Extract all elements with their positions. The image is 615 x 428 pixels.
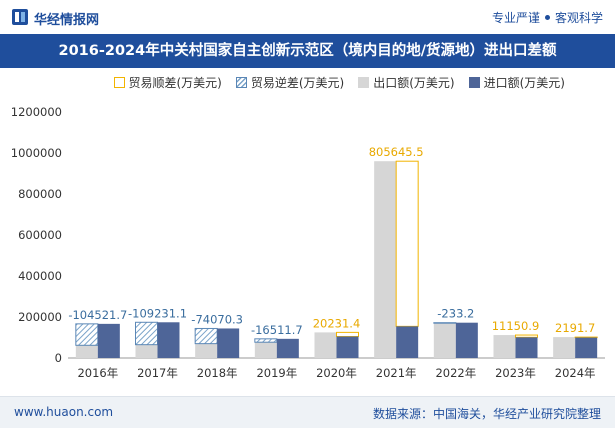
value-label-2: -74070.3 xyxy=(191,312,243,326)
x-tick-label-6: 2022年 xyxy=(435,366,476,380)
value-label-3: -16511.7 xyxy=(251,323,303,337)
import-bar-4 xyxy=(336,336,359,358)
chart-title: 2016-2024年中关村国家自主创新示范区（境内目的地/货源地）进出口差额 xyxy=(58,43,557,59)
legend-deficit: 贸易逆差(万美元) xyxy=(235,74,345,91)
import-bar-5 xyxy=(396,326,419,358)
y-tick-label-0: 0 xyxy=(55,351,62,365)
legend-deficit-label: 贸易逆差(万美元) xyxy=(250,75,345,90)
value-label-5: 805645.5 xyxy=(369,145,424,159)
separator-dot-icon xyxy=(544,15,550,20)
title-bar: 2016-2024年中关村国家自主创新示范区（境内目的地/货源地）进出口差额 xyxy=(0,34,615,68)
deficit-bar-0 xyxy=(75,323,99,346)
y-tick-label-3: 600000 xyxy=(18,228,62,242)
y-tick-label-6: 1200000 xyxy=(11,105,62,119)
surplus-bar-4 xyxy=(336,331,359,338)
import-bar-1 xyxy=(157,322,180,358)
legend-export: 出口额(万美元) xyxy=(358,74,455,91)
tagline: 专业严谨 客观科学 xyxy=(492,9,603,26)
value-label-0: -104521.7 xyxy=(68,308,127,322)
legend-surplus-swatch xyxy=(113,76,125,88)
legend-import-swatch xyxy=(468,76,480,88)
surplus-bar-5 xyxy=(395,160,419,327)
deficit-bar-1 xyxy=(135,321,158,346)
chart-legend: 贸易顺差(万美元) 贸易逆差(万美元) 出口额(万美元) 进口额(万美元) xyxy=(0,71,615,93)
bar-chart: 0 200000 400000 600000 800000 1000000 1200000 -… xyxy=(11,105,605,380)
y-tick-label-4: 800000 xyxy=(18,187,62,201)
export-bar-1 xyxy=(135,344,158,358)
x-tick-label-3: 2019年 xyxy=(256,366,297,380)
export-bar-0 xyxy=(75,345,98,358)
export-bar-6 xyxy=(433,322,456,358)
import-bar-7 xyxy=(515,337,538,358)
surplus-bar-8 xyxy=(574,336,598,339)
export-bar-4 xyxy=(314,332,337,358)
footer-source: 数据来源：中国海关，华经产业研究院整理 xyxy=(372,407,601,421)
import-bar-3 xyxy=(276,338,299,358)
legend-export-swatch xyxy=(358,76,370,88)
top-bar: 华经情报网 专业严谨 客观科学 xyxy=(0,0,615,35)
value-label-1: -109231.1 xyxy=(128,306,187,320)
export-bar-7 xyxy=(493,335,516,358)
x-tick-label-4: 2020年 xyxy=(316,366,357,380)
import-bar-8 xyxy=(575,337,598,358)
tagline-objective: 客观科学 xyxy=(554,11,603,25)
x-tick-label-5: 2021年 xyxy=(376,366,417,380)
footer: www.huaon.com 数据来源：中国海关，华经产业研究院整理 xyxy=(0,396,615,428)
y-tick-label-2: 400000 xyxy=(18,269,62,283)
footer-url: www.huaon.com xyxy=(14,405,114,419)
x-tick-label-0: 2016年 xyxy=(77,366,118,380)
x-tick-label-1: 2017年 xyxy=(137,366,178,380)
y-tick-label-1: 200000 xyxy=(18,310,62,324)
import-bar-2 xyxy=(217,328,240,358)
legend-surplus: 贸易顺差(万美元) xyxy=(113,74,222,91)
legend-deficit-swatch xyxy=(235,76,247,88)
export-bar-2 xyxy=(195,343,218,358)
value-label-7: 11150.9 xyxy=(492,319,540,333)
x-tick-label-7: 2023年 xyxy=(495,366,536,380)
tagline-professional: 专业严谨 xyxy=(491,11,540,25)
x-tick-label-8: 2024年 xyxy=(555,366,596,380)
logo-icon xyxy=(12,9,28,25)
legend-import-label: 进口额(万美元) xyxy=(483,75,565,90)
y-tick-label-5: 1000000 xyxy=(11,146,62,160)
export-bar-8 xyxy=(553,337,576,358)
deficit-bar-2 xyxy=(194,327,218,345)
deficit-bar-6 xyxy=(433,322,457,324)
legend-surplus-label: 贸易顺差(万美元) xyxy=(128,75,222,90)
deficit-bar-3 xyxy=(254,338,278,343)
import-bar-6 xyxy=(455,322,478,358)
value-label-6: -233.2 xyxy=(437,307,474,321)
export-bar-3 xyxy=(254,342,277,358)
legend-import: 进口额(万美元) xyxy=(468,74,565,91)
legend-export-label: 出口额(万美元) xyxy=(373,75,455,90)
x-tick-label-2: 2018年 xyxy=(197,366,238,380)
value-label-4: 20231.4 xyxy=(313,316,361,330)
brand-name: 华经情报网 xyxy=(34,13,100,28)
surplus-bar-7 xyxy=(515,334,538,338)
value-label-8: 2191.7 xyxy=(555,321,595,335)
import-bar-0 xyxy=(97,323,120,358)
export-bar-5 xyxy=(374,161,397,358)
